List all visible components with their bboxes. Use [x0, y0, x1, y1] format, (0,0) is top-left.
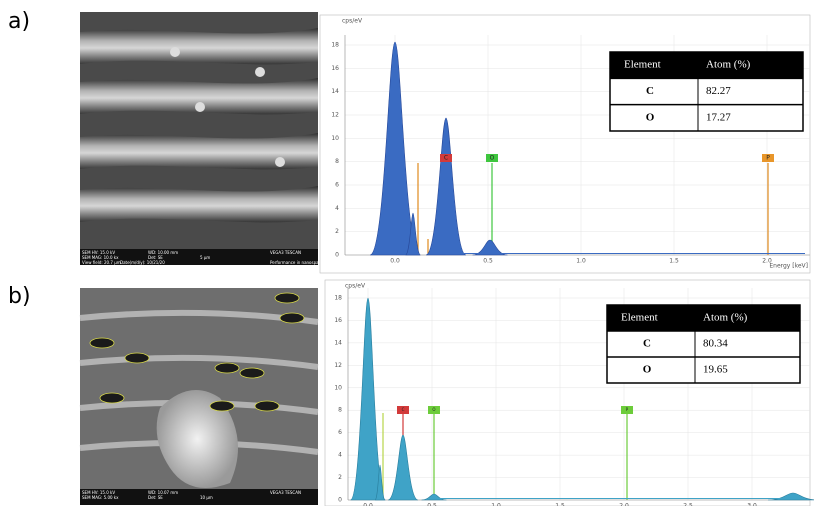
- peak-label: C: [444, 155, 448, 162]
- sem-info: View field: 20.7 μm: [82, 260, 121, 265]
- x-tick-label: 0.0: [390, 258, 400, 265]
- y-tick-label: 6: [338, 429, 342, 436]
- y-tick-label: 12: [331, 112, 339, 119]
- panel-label: b): [8, 284, 31, 309]
- y-tick-label: 10: [334, 384, 342, 391]
- table-cell: 17.27: [706, 111, 731, 123]
- x-tick-label: 0.5: [483, 258, 493, 265]
- panel-label: a): [8, 9, 30, 34]
- sem-info: Performance in nanospace: [270, 260, 324, 265]
- peak-label: C: [402, 407, 405, 412]
- table-header-cell: Atom (%): [706, 59, 751, 71]
- y-tick-label: 0: [335, 252, 339, 259]
- y-tick-label: 10: [331, 135, 339, 142]
- peak-label: O: [432, 407, 435, 412]
- table-header-cell: Element: [624, 59, 661, 71]
- pore: [280, 313, 304, 323]
- y-tick-label: 14: [331, 88, 339, 95]
- y-tick-label: 16: [334, 317, 342, 324]
- table-header-cell: Atom (%): [703, 312, 748, 324]
- peak-label: O: [490, 155, 495, 162]
- table-cell: 80.34: [703, 338, 728, 350]
- pore: [240, 368, 264, 378]
- pore: [125, 353, 149, 363]
- y-axis-unit: cps/eV: [342, 18, 363, 25]
- y-tick-label: 2: [335, 228, 339, 235]
- pore: [215, 363, 239, 373]
- pore: [90, 338, 114, 348]
- sem-info: SEM MAG: 5.00 kx: [82, 495, 119, 500]
- x-tick-label: 0.5: [427, 503, 437, 506]
- figure: a) SEM HV: 15.0 kVWD: 10.00 mmVEGA3 TESCA…: [0, 0, 814, 506]
- table-cell: 82.27: [706, 85, 731, 97]
- y-tick-label: 18: [331, 42, 339, 49]
- y-tick-label: 16: [331, 65, 339, 72]
- x-tick-label: 2.0: [619, 503, 629, 506]
- table-header-cell: Element: [621, 312, 658, 324]
- y-tick-label: 8: [335, 158, 339, 165]
- x-tick-label: 0.0: [363, 503, 373, 506]
- x-tick-label: 1.5: [555, 503, 565, 506]
- table-cell: 19.65: [703, 364, 728, 376]
- particle: [195, 102, 205, 112]
- sem-info: Det: SE: [148, 495, 163, 500]
- sem-info: VEGA3 TESCAN: [270, 250, 301, 255]
- table-cell: C: [643, 338, 651, 350]
- pore: [210, 401, 234, 411]
- sem-info: 5 μm: [200, 255, 210, 260]
- y-tick-label: 6: [335, 182, 339, 189]
- particle: [255, 67, 265, 77]
- sem-info: VEGA3 TESCAN: [270, 490, 301, 495]
- x-tick-label: 2.5: [683, 503, 693, 506]
- sem-info: Date(m/d/y): 10/21/20: [120, 260, 165, 265]
- pore: [275, 293, 299, 303]
- y-tick-label: 8: [338, 407, 342, 414]
- x-axis-label: Energy [keV]: [769, 263, 808, 270]
- y-tick-label: 4: [335, 205, 339, 212]
- table-cell: O: [643, 364, 652, 376]
- y-tick-label: 2: [338, 474, 342, 481]
- particle: [275, 157, 285, 167]
- x-tick-label: 3.0: [747, 503, 757, 506]
- x-tick-label: 1.0: [576, 258, 586, 265]
- fiber: [80, 186, 318, 222]
- sem-info: 10 μm: [200, 495, 213, 500]
- y-tick-label: 4: [338, 452, 342, 459]
- fiber: [80, 28, 318, 64]
- pore: [100, 393, 124, 403]
- x-tick-label: 1.0: [491, 503, 501, 506]
- pore: [255, 401, 279, 411]
- table-cell: C: [646, 85, 654, 97]
- peak-label: P: [766, 155, 770, 162]
- y-tick-label: 12: [334, 362, 342, 369]
- y-tick-label: 18: [334, 295, 342, 302]
- x-tick-label: 1.5: [669, 258, 679, 265]
- table-cell: O: [646, 111, 655, 123]
- particle: [170, 47, 180, 57]
- y-tick-label: 14: [334, 339, 342, 346]
- y-tick-label: 0: [338, 497, 342, 504]
